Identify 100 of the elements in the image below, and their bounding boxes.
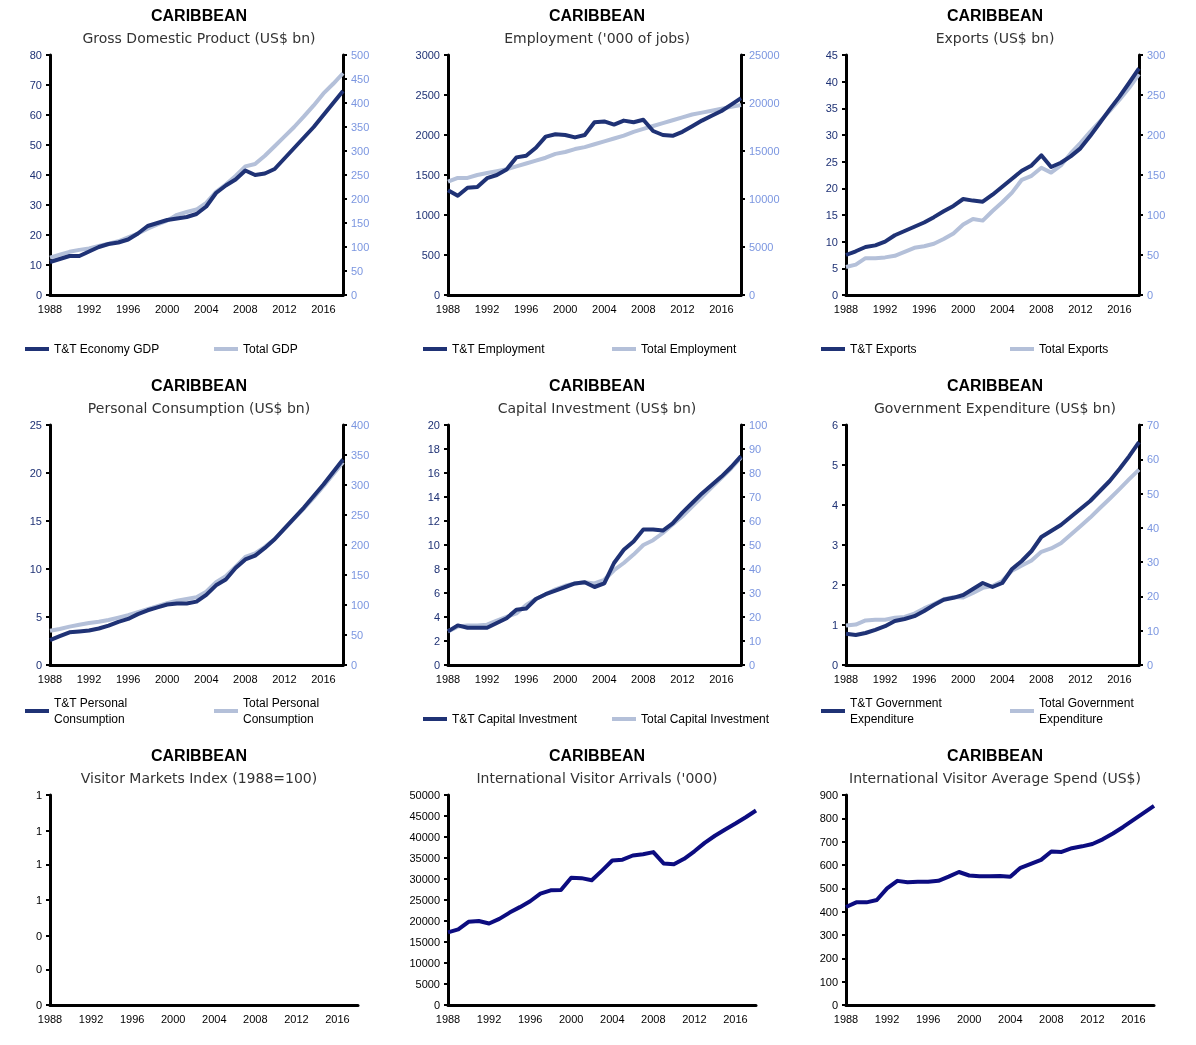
y-tick-label: 0 — [35, 659, 42, 671]
y2-tick-label: 100 — [351, 241, 370, 253]
y-tick-label: 0 — [433, 659, 440, 671]
y2-tick-label: 10000 — [749, 193, 780, 205]
y2-tick-label: 0 — [351, 289, 358, 301]
y2-tick-label: 150 — [1147, 169, 1166, 181]
x-tick-label: 1996 — [915, 1012, 941, 1025]
x-tick-label: 1996 — [911, 302, 937, 315]
y-tick-label: 20 — [825, 182, 838, 195]
x-tick-label: 2016 — [709, 672, 734, 685]
y-tick-label: 10 — [427, 539, 440, 551]
x-tick-label: 2008 — [1029, 672, 1054, 685]
x-tick-label: 1992 — [474, 302, 500, 315]
y-tick-label: 30 — [29, 199, 42, 211]
y-tick-label: 10 — [29, 259, 42, 271]
legend-label: T&T Personal Consumption — [54, 696, 131, 726]
x-tick-label: 2000 — [558, 1012, 584, 1025]
x-tick-label: 1992 — [872, 302, 898, 315]
x-tick-label: 1992 — [474, 672, 500, 685]
x-tick-label: 2008 — [641, 1012, 666, 1025]
y2-tick-label: 200 — [351, 539, 370, 551]
y-tick-label: 40 — [29, 169, 42, 181]
x-tick-label: 1996 — [513, 672, 539, 685]
x-tick-label: 2008 — [233, 302, 258, 315]
y2-tick-label: 50 — [351, 629, 364, 641]
y2-tick-label: 0 — [749, 289, 756, 301]
y-tick-label: 2 — [433, 635, 440, 647]
y-tick-label: 40000 — [409, 831, 440, 843]
chart-title: CARIBBEAN — [549, 6, 645, 24]
y-tick-label: 2 — [831, 579, 838, 591]
x-tick-label: 1988 — [833, 302, 859, 315]
y-tick-label: 600 — [819, 859, 838, 871]
x-tick-label: 1996 — [119, 1012, 145, 1025]
y-tick-label: 5 — [831, 262, 838, 275]
y-tick-label: 1500 — [415, 169, 440, 181]
chart-subtitle: Employment ('000 of jobs) — [504, 30, 690, 46]
y2-tick-label: 250 — [351, 169, 370, 181]
y-tick-label: 15000 — [409, 936, 440, 948]
y2-tick-label: 400 — [351, 97, 370, 109]
y2-tick-label: 450 — [351, 73, 370, 85]
y-tick-label: 900 — [819, 789, 838, 801]
y-tick-label: 10 — [29, 563, 42, 575]
x-tick-label: 2000 — [552, 302, 578, 315]
x-tick-label: 2004 — [194, 672, 219, 685]
y-tick-label: 2500 — [415, 89, 440, 101]
y2-tick-label: 350 — [351, 121, 370, 133]
y-tick-label: 5000 — [415, 978, 440, 990]
legend-label: Total Capital Investment — [641, 712, 770, 726]
y2-tick-label: 100 — [351, 599, 370, 611]
line-series — [446, 96, 743, 198]
x-tick-label: 2016 — [709, 302, 734, 315]
y-tick-label: 50000 — [409, 789, 440, 801]
y2-tick-label: 70 — [749, 491, 762, 503]
y2-tick-label: 0 — [1147, 659, 1154, 671]
y-tick-label: 500 — [819, 882, 838, 895]
y2-tick-label: 90 — [749, 443, 762, 455]
y2-tick-label: 30 — [749, 587, 762, 599]
x-tick-label: 1996 — [911, 672, 937, 685]
legend-label: T&T Government Expenditure — [850, 696, 946, 726]
chart-subtitle: Gross Domestic Product (US$ bn) — [82, 30, 316, 46]
y2-tick-label: 200 — [1147, 129, 1166, 141]
y-tick-label: 25000 — [409, 894, 440, 906]
y-tick-label: 35000 — [409, 852, 440, 864]
y2-tick-label: 5000 — [749, 241, 774, 253]
y-tick-label: 14 — [427, 491, 440, 503]
x-tick-label: 2000 — [950, 672, 976, 685]
y-tick-label: 10 — [825, 235, 838, 248]
y-tick-label: 3 — [831, 539, 838, 551]
y-tick-label: 5 — [35, 611, 42, 623]
y2-tick-label: 50 — [1147, 249, 1160, 261]
x-tick-label: 2004 — [592, 302, 617, 315]
x-tick-label: 2016 — [311, 672, 336, 685]
x-tick-label: 1992 — [76, 672, 102, 685]
x-tick-label: 1996 — [517, 1012, 543, 1025]
legend-label: T&T Employment — [452, 342, 546, 356]
y-tick-label: 30000 — [409, 873, 440, 885]
y-tick-label: 30 — [825, 129, 838, 141]
chart-title: CARIBBEAN — [947, 376, 1043, 394]
x-tick-label: 1996 — [115, 672, 141, 685]
chart-title: CARIBBEAN — [549, 746, 645, 764]
y2-tick-label: 150 — [351, 569, 370, 581]
y-tick-label: 3000 — [415, 49, 440, 61]
y-tick-label: 18 — [427, 443, 440, 455]
y-tick-label: 20 — [427, 419, 440, 431]
y-tick-label: 1 — [35, 789, 42, 801]
y2-tick-label: 70 — [1147, 419, 1160, 431]
y2-tick-label: 40 — [1147, 521, 1160, 534]
x-tick-label: 2012 — [272, 672, 297, 685]
y2-tick-label: 0 — [749, 659, 756, 671]
x-tick-label: 1992 — [872, 672, 898, 685]
y-tick-label: 0 — [35, 289, 42, 301]
legend-label: Total GDP — [243, 342, 298, 356]
y-tick-label: 1000 — [415, 209, 440, 221]
x-tick-label: 2008 — [631, 672, 656, 685]
chart-title: CARIBBEAN — [151, 746, 247, 764]
x-tick-label: 2008 — [1029, 302, 1054, 315]
x-tick-label: 2016 — [723, 1012, 748, 1025]
y-tick-label: 100 — [819, 975, 838, 988]
line-series — [446, 102, 743, 184]
chart-subtitle: Personal Consumption (US$ bn) — [87, 400, 311, 416]
